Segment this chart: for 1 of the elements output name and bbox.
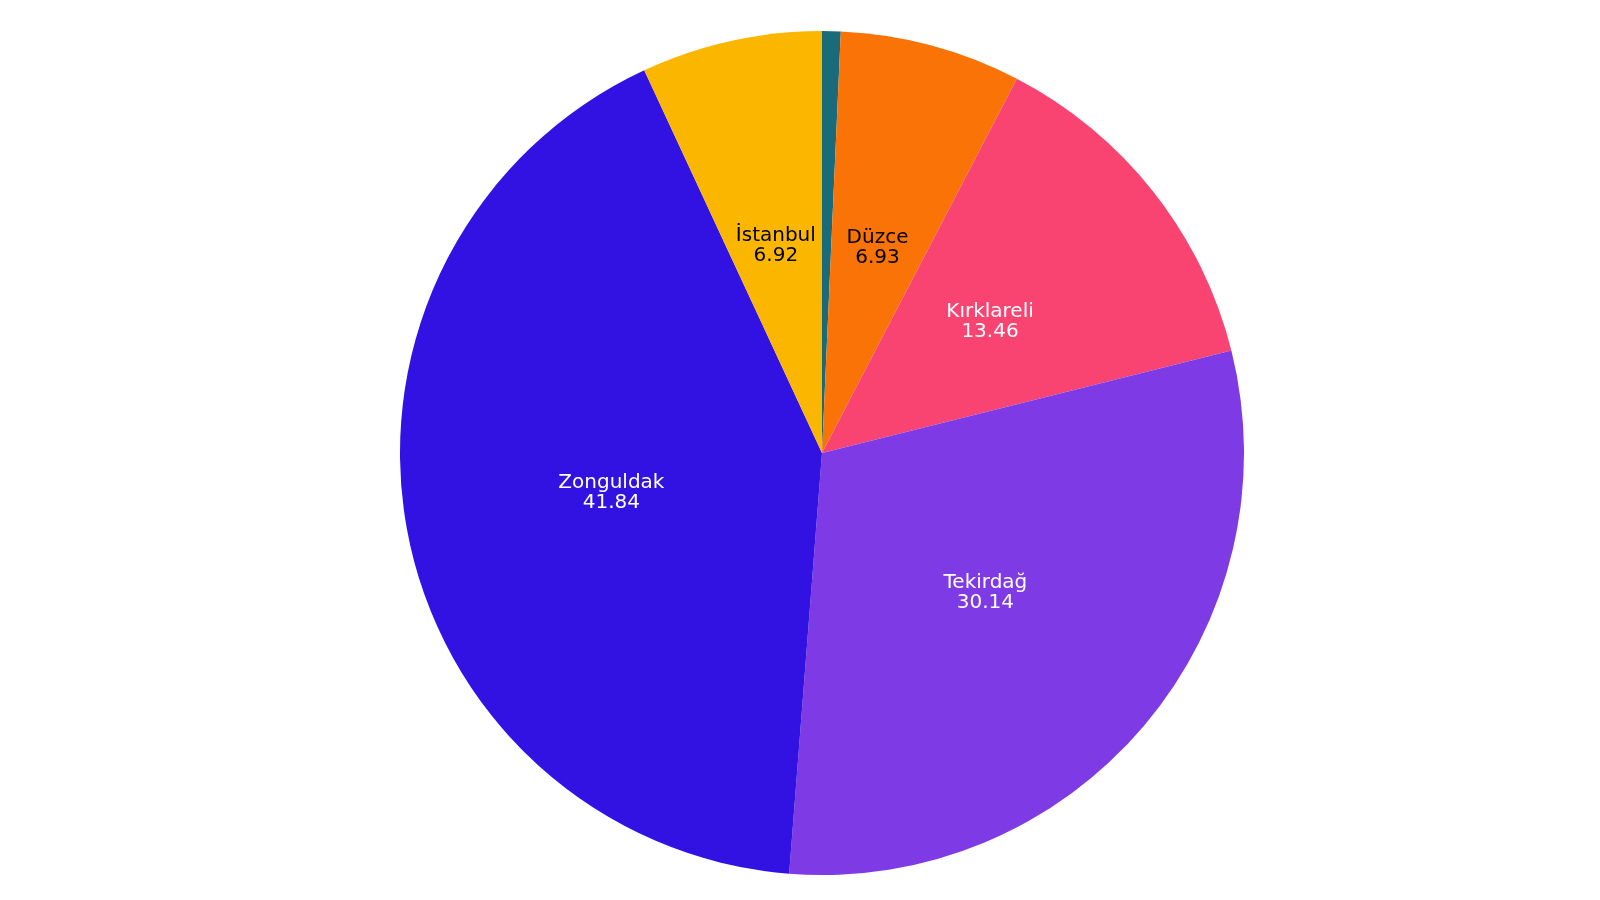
slice-label: Zonguldak [558,468,665,493]
